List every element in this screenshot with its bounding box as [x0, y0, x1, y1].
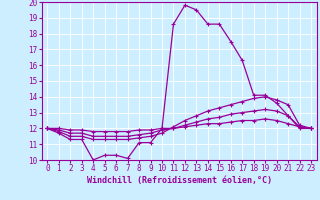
- X-axis label: Windchill (Refroidissement éolien,°C): Windchill (Refroidissement éolien,°C): [87, 176, 272, 185]
